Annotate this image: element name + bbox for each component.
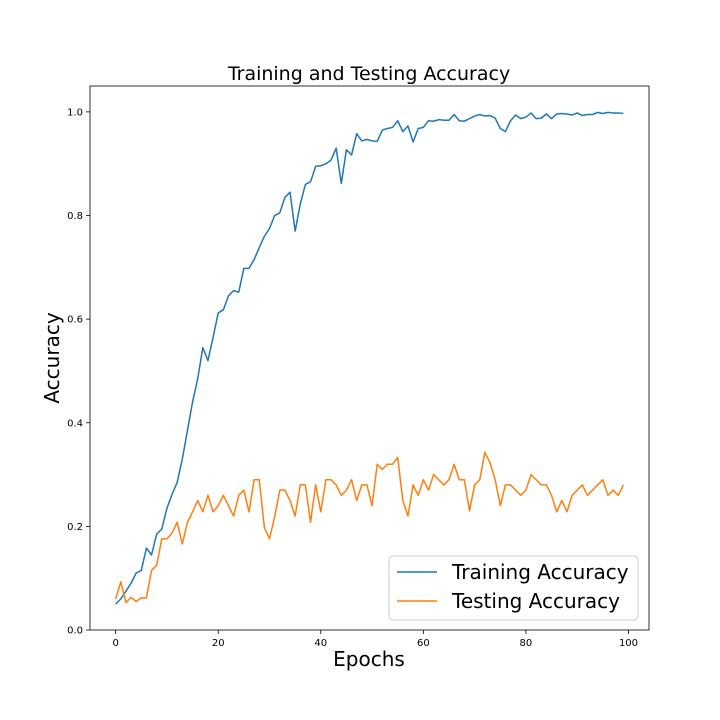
y-tick-label: 0.2 bbox=[67, 522, 83, 533]
chart-title: Training and Testing Accuracy bbox=[227, 63, 510, 85]
legend-label-training: Training Accuracy bbox=[451, 560, 629, 584]
x-tick-label: 0 bbox=[112, 638, 118, 649]
plot-area bbox=[89, 85, 650, 631]
y-axis-ticks: 0.0 0.2 0.4 0.6 0.8 1.0 bbox=[67, 107, 90, 637]
y-tick-label: 1.0 bbox=[67, 107, 83, 118]
series-line-testing bbox=[114, 451, 625, 604]
x-tick-label: 40 bbox=[314, 638, 327, 649]
series-lines bbox=[114, 111, 625, 605]
legend-label-testing: Testing Accuracy bbox=[451, 589, 620, 613]
y-axis-label: Accuracy bbox=[40, 312, 64, 403]
y-tick-label: 0.8 bbox=[67, 211, 83, 222]
x-tick-label: 80 bbox=[520, 638, 533, 649]
y-tick-label: 0.6 bbox=[67, 315, 83, 326]
y-tick-label: 0.0 bbox=[67, 626, 83, 637]
legend: Training Accuracy Testing Accuracy bbox=[388, 555, 639, 621]
series-line-training bbox=[115, 111, 624, 605]
x-axis-label: Epochs bbox=[333, 647, 405, 671]
plot-background bbox=[90, 86, 649, 630]
x-tick-label: 100 bbox=[619, 638, 638, 649]
x-tick-label: 20 bbox=[212, 638, 225, 649]
legend-box bbox=[388, 555, 639, 621]
x-axis-ticks: 0 20 40 60 80 100 bbox=[112, 630, 638, 649]
x-tick-label: 60 bbox=[417, 638, 430, 649]
y-tick-label: 0.4 bbox=[67, 418, 83, 429]
plot-frame bbox=[89, 85, 650, 631]
